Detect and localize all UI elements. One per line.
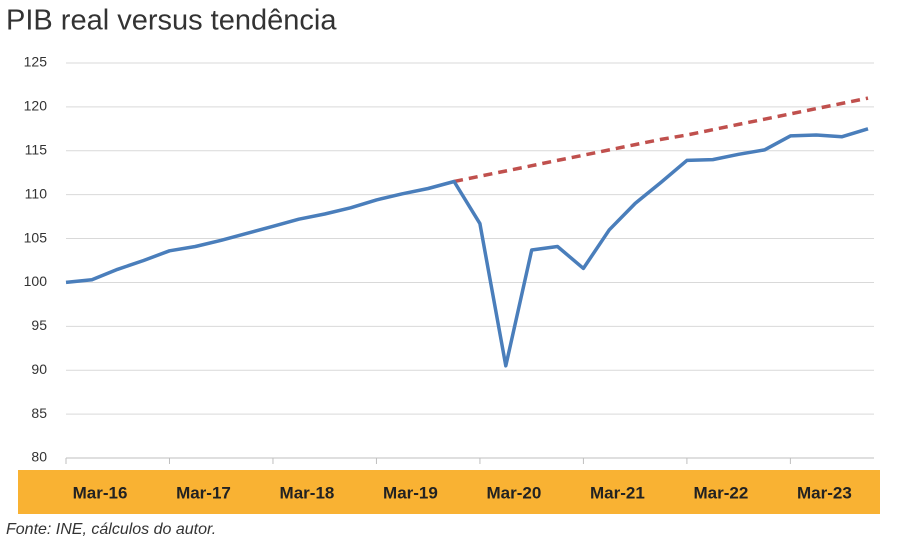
series-line xyxy=(453,96,869,184)
y-tick-label: 115 xyxy=(25,141,48,157)
x-tick-label: Mar-19 xyxy=(383,483,438,502)
x-tick-label: Mar-16 xyxy=(73,483,128,502)
y-tick-label: 125 xyxy=(24,54,48,70)
y-tick-label: 110 xyxy=(25,185,48,201)
source-note: Fonte: INE, cálculos do autor. xyxy=(6,521,216,538)
y-tick-label: 80 xyxy=(31,449,47,465)
x-tick-label: Mar-17 xyxy=(176,483,231,502)
series-line xyxy=(65,127,869,368)
x-tick-label: Mar-23 xyxy=(797,483,852,502)
y-tick-label: 90 xyxy=(31,361,47,377)
y-tick-label: 95 xyxy=(31,317,47,333)
x-tick-label: Mar-22 xyxy=(693,483,748,502)
y-tick-label: 85 xyxy=(31,405,47,421)
y-tick-label: 120 xyxy=(24,98,48,114)
y-tick-label: 100 xyxy=(24,273,48,289)
chart-title: PIB real versus tendência xyxy=(6,5,337,37)
x-tick-label: Mar-20 xyxy=(487,483,542,502)
x-tick-label: Mar-21 xyxy=(590,483,645,502)
y-tick-label: 105 xyxy=(24,229,48,245)
x-tick-label: Mar-18 xyxy=(280,483,335,502)
x-axis-band xyxy=(18,470,880,514)
